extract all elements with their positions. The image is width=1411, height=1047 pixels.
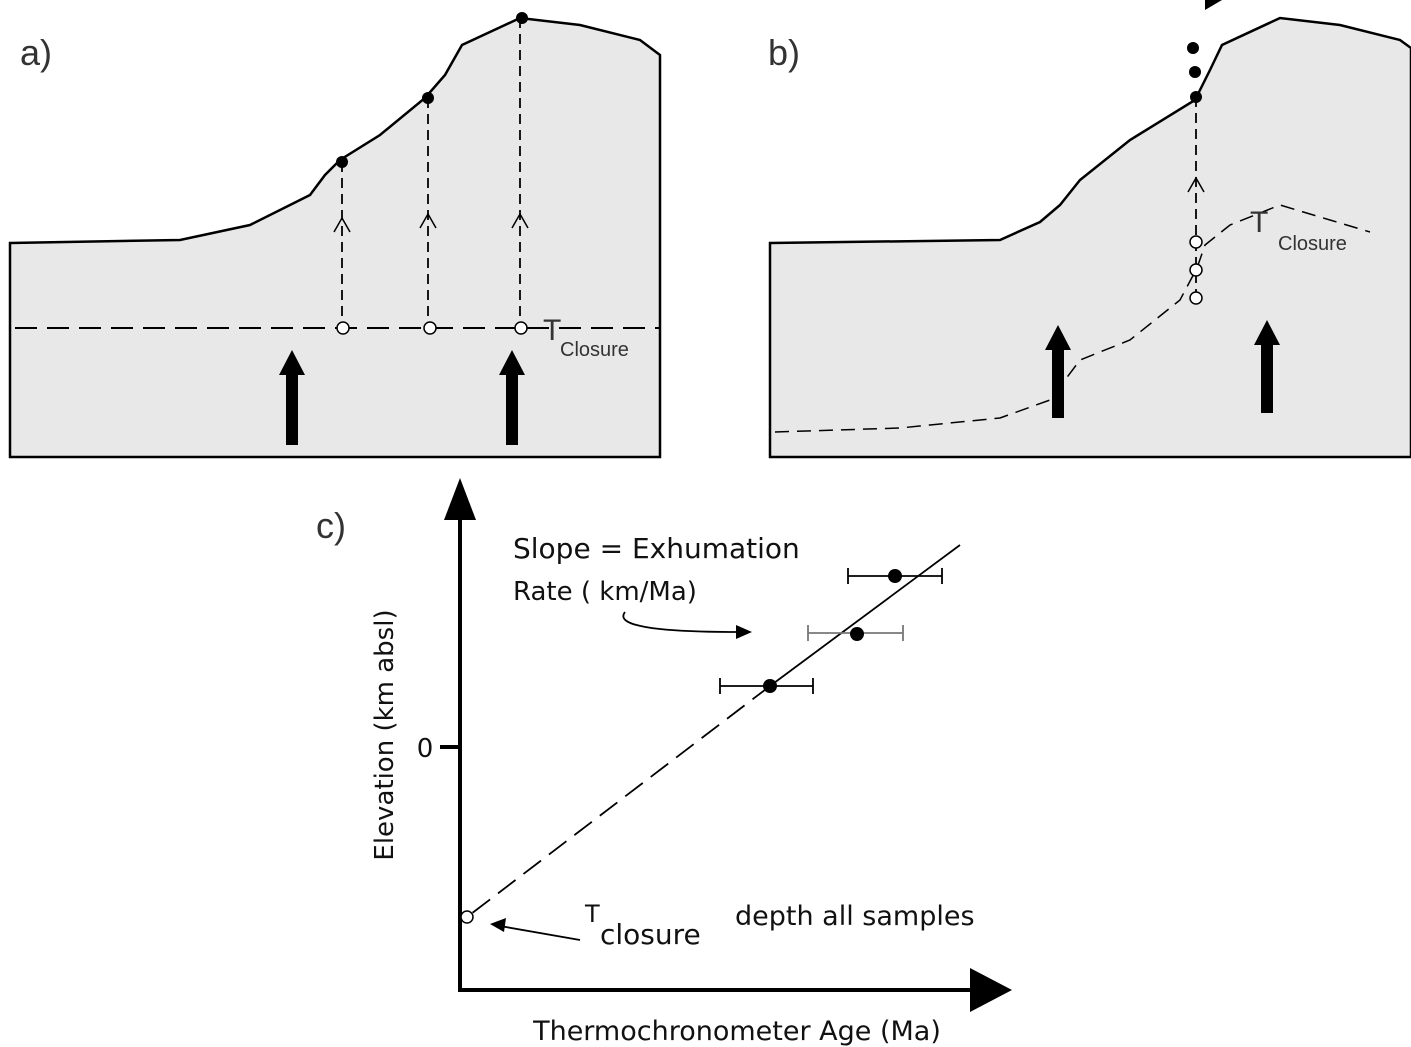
slope-note: Slope = Exhumation <box>513 532 800 565</box>
panel-label: c) <box>316 505 346 546</box>
t-label: T <box>543 314 561 347</box>
curved-arrow <box>622 611 739 633</box>
panel-label: a) <box>20 32 52 73</box>
uplift-arrows <box>1045 320 1280 418</box>
y-arrowhead <box>444 478 476 520</box>
y-tick-label: 0 <box>417 734 434 764</box>
fit-extrapolation <box>466 685 771 918</box>
error-bars <box>719 568 943 694</box>
samples <box>763 569 902 693</box>
chevron <box>1187 176 1205 193</box>
t-sub: Closure <box>560 339 629 361</box>
panel-b: b) T Closure <box>768 0 1411 459</box>
y-axis-label: Elevation (km absl) <box>370 609 400 860</box>
uplift-arrows <box>279 350 525 445</box>
pointer-head <box>490 918 506 932</box>
samples <box>336 12 528 335</box>
closure-point <box>460 910 474 924</box>
terrain <box>8 16 662 459</box>
pointer <box>499 925 581 941</box>
panel-c: c) Slope = Exhumation Rate ( km/Ma) Elev… <box>316 478 1012 1047</box>
fit-line <box>769 544 961 687</box>
x-axis-label: Thermochronometer Age (Ma) <box>532 1016 941 1047</box>
closure-main: T <box>584 900 600 928</box>
t-label: T <box>1250 206 1268 239</box>
panel-a: a) T Closure <box>8 12 662 459</box>
curved-arrow-head <box>736 625 752 639</box>
x-arrowhead <box>970 968 1012 1012</box>
depth-note: depth all samples <box>735 901 975 932</box>
closure-isotherm <box>774 204 1371 433</box>
corner-arrow <box>1205 0 1222 10</box>
samples <box>1187 42 1203 305</box>
slope-note: Rate ( km/Ma) <box>513 577 697 607</box>
t-sub: Closure <box>1278 233 1347 255</box>
chevrons <box>333 212 529 233</box>
closure-sub: closure <box>600 918 701 951</box>
terrain <box>768 16 1411 459</box>
panel-label: b) <box>768 32 800 73</box>
